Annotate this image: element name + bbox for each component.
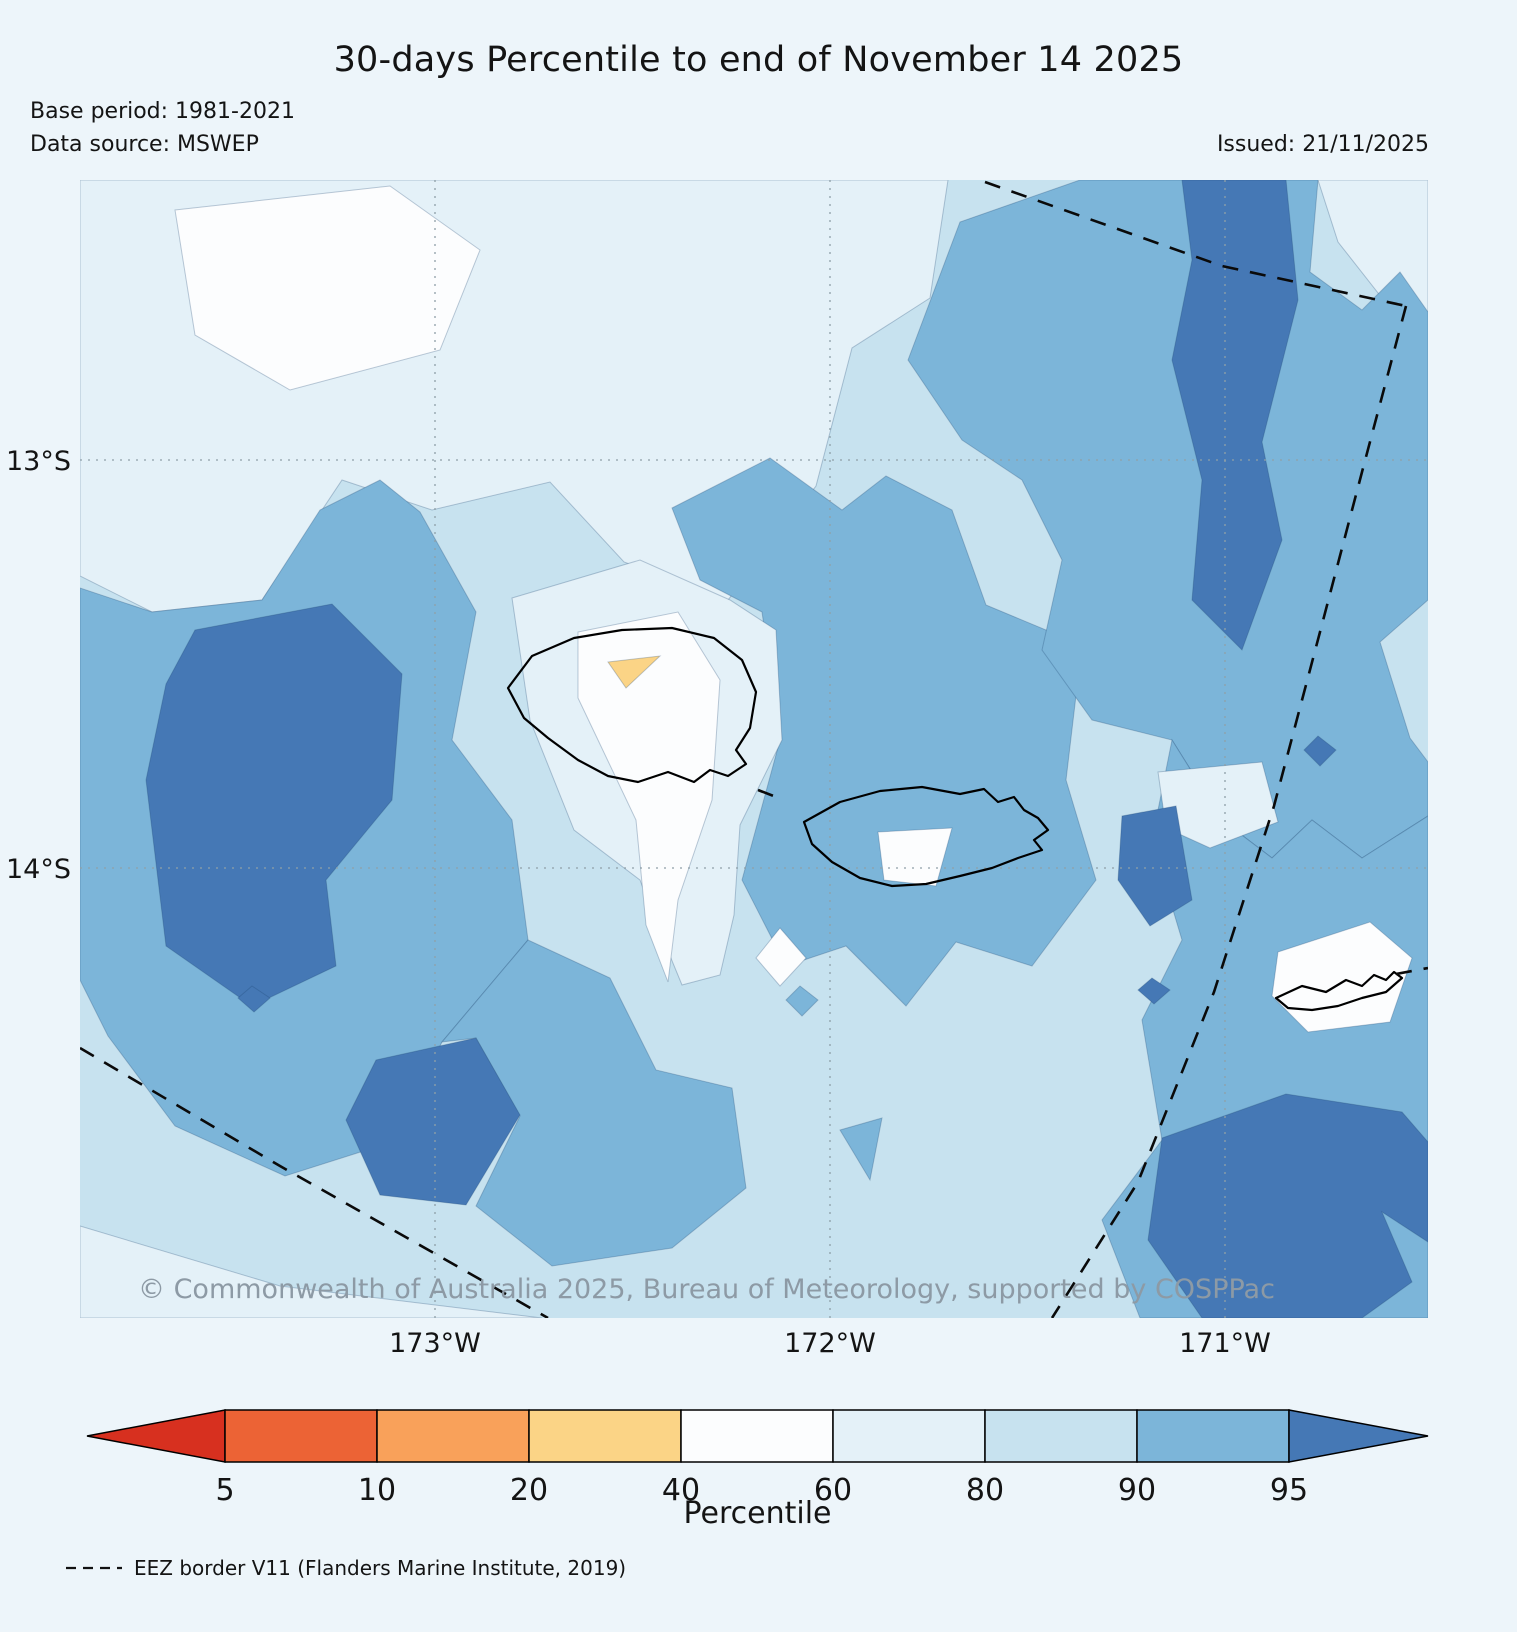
contour-region [1147,1093,1428,1318]
contour-region [839,1117,883,1182]
eez-footnote-label: EEZ border V11 (Flanders Marine Institut… [134,1556,627,1580]
colorbar-cell-3 [680,1409,834,1463]
colorbar-axis-label: Percentile [683,1496,832,1531]
contour-region [1171,180,1299,651]
eez-border-line [80,1046,549,1318]
eez-border-line [757,788,785,802]
colorbar-cell-5 [984,1409,1138,1463]
contour-region [1303,735,1337,767]
contour-region [237,985,271,1013]
colorbar-tick-20: 20 [510,1473,548,1508]
island-coastline-central [802,785,1050,888]
eez-border-line [1050,305,1408,1318]
base-period-text: Base period: 1981-2021 [30,99,295,124]
contour-region [877,827,953,887]
contour-region [1117,805,1193,927]
lon-tick-171w: 171°W [1179,1328,1271,1359]
colorbar-tick-60: 60 [814,1473,852,1508]
lat-tick-13s: 13°S [6,446,71,477]
island-coastline-west [506,626,758,784]
contour-region [345,1037,521,1206]
colorbar-cell-1 [376,1409,530,1463]
colorbar-cell-0 [224,1409,378,1463]
contour-bands-gt95 [145,180,1428,1318]
colorbar-arrow-right [1288,1409,1429,1463]
coastlines [506,626,1404,1012]
contour-region [755,927,807,987]
percentile-contour-map: © Commonwealth of Australia 2025, Bureau… [80,180,1428,1318]
eez-footnote: EEZ border V11 (Flanders Marine Institut… [64,1556,626,1580]
colorbar-tick-95: 95 [1270,1473,1308,1508]
contour-region [440,939,747,1267]
lon-tick-173w: 173°W [389,1328,481,1359]
colorbar-tick-80: 80 [966,1473,1004,1508]
contour-region-20-40-spot [607,655,662,689]
eez-dash-sample-icon [66,1566,122,1570]
colorbar-legend: 5 10 20 40 60 80 90 95 [86,1409,1429,1508]
lon-tick-172w: 172°W [784,1328,876,1359]
page-title: 30-days Percentile to end of November 14… [333,40,1184,80]
colorbar-tick-10: 10 [358,1473,396,1508]
colorbar-tick-90: 90 [1118,1473,1156,1508]
contour-region [1271,921,1413,1033]
eez-border-line [1395,966,1428,976]
contour-region [785,985,819,1017]
contour-region [145,603,403,1007]
colorbar-cell-4 [832,1409,986,1463]
eez-border-line [984,180,1407,308]
contour-region [907,180,1428,859]
colorbar-cell-6 [1136,1409,1290,1463]
colorbar-tick-5: 5 [215,1473,234,1508]
copyright-text: © Commonwealth of Australia 2025, Bureau… [138,1274,1275,1305]
contour-region [80,1225,543,1318]
gridlines [80,180,1428,1318]
issued-date-text: Issued: 21/11/2025 [1216,132,1429,157]
island-coastline-east [1274,970,1404,1012]
contour-region [1137,977,1171,1005]
eez-borders [80,180,1428,1318]
colorbar-cell-2 [528,1409,682,1463]
colorbar-tick-40: 40 [662,1473,700,1508]
data-source-text: Data source: MSWEP [30,132,259,157]
contour-region [174,185,481,391]
contour-bands-40-60 [174,185,1413,1033]
lat-tick-14s: 14°S [6,854,71,885]
contour-region [577,611,721,983]
colorbar-arrow-left [86,1409,226,1463]
